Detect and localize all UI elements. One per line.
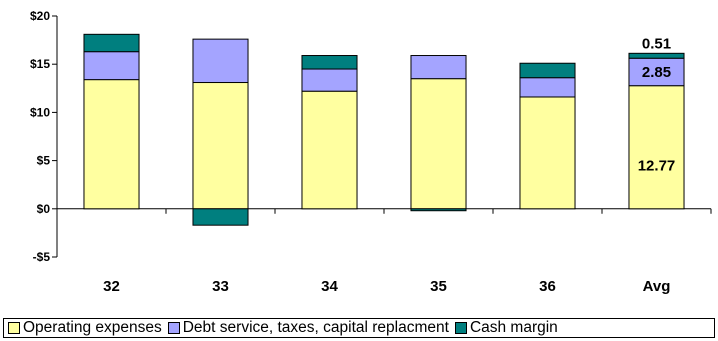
bar-segment-34-series-0 (301, 90, 358, 210)
legend-label: Cash margin (469, 319, 558, 336)
bar-segment-34-series-2 (301, 55, 358, 70)
x-tick-label: 32 (103, 278, 120, 295)
legend-label: Operating expenses (23, 319, 162, 336)
y-tick-label: $5 (37, 154, 51, 168)
y-tick-label: $20 (30, 9, 50, 23)
x-tick-label: 34 (321, 278, 338, 295)
bar-segment-Avg-series-1 (628, 57, 685, 87)
y-tick-label: $0 (37, 202, 51, 216)
data-label: 12.77 (638, 158, 676, 175)
stacked-bar-chart: $20 $15 $10 $5 $0 -$5 32 33 34 35 36 Avg 12.77 2.85 0.… (30, 9, 712, 295)
legend-swatch (454, 322, 467, 334)
bar-segment-34-series-1 (301, 68, 358, 92)
legend-swatch (8, 322, 20, 334)
chart-bars (83, 33, 685, 226)
y-tick-label: $15 (30, 57, 50, 71)
legend-label: Debt service, taxes, capital replacment (182, 319, 449, 336)
bar-segment-32-series-1 (83, 51, 140, 81)
legend-swatch (167, 322, 180, 334)
x-tick-label: 33 (212, 278, 229, 295)
legend-item: Cash margin (454, 319, 558, 337)
bar-segment-33-series-0 (192, 82, 249, 210)
data-label: 0.51 (642, 35, 671, 52)
data-label: 2.85 (642, 64, 671, 81)
chart-legend: Operating expenses Debt service, taxes, c… (3, 318, 715, 338)
bar-segment-35-series-1 (410, 55, 467, 80)
bar-segment-36-series-2 (519, 62, 576, 79)
legend-item: Operating expenses (8, 319, 162, 337)
x-tick-label: Avg (643, 278, 671, 295)
bar-segment-33-series-2 (192, 208, 249, 226)
bar-segment-32-series-2 (83, 33, 140, 53)
legend-item: Debt service, taxes, capital replacment (167, 319, 449, 337)
bar-segment-Avg-series-0 (628, 85, 685, 210)
x-tick-label: 35 (430, 278, 447, 295)
bar-segment-35-series-0 (410, 78, 467, 210)
bar-segment-36-series-1 (519, 77, 576, 98)
bar-segment-Avg-series-2 (628, 52, 685, 59)
x-tick-label: 36 (539, 278, 556, 295)
bar-segment-33-series-1 (192, 38, 249, 84)
bar-segment-35-series-2 (410, 208, 467, 212)
chart-labels: $20 $15 $10 $5 $0 -$5 32 33 34 35 36 Avg 12.77 2.85 0.… (30, 9, 675, 295)
bar-segment-36-series-0 (519, 96, 576, 210)
bar-segment-32-series-0 (83, 79, 140, 210)
y-tick-label: $10 (30, 105, 50, 119)
y-tick-label: -$5 (33, 250, 51, 264)
chart-axes (52, 15, 712, 258)
